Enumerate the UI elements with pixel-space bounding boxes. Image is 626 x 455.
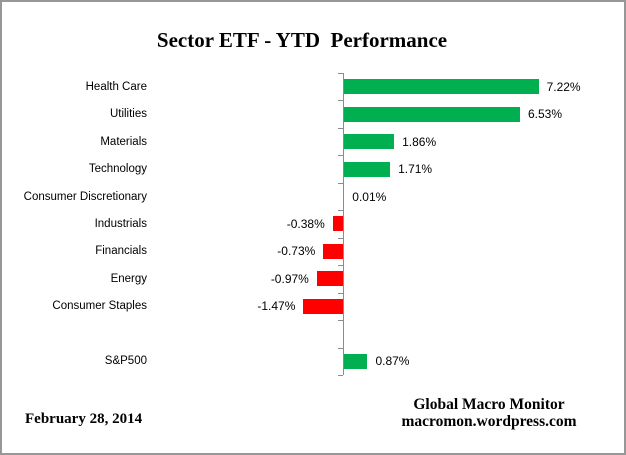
bar — [344, 161, 391, 177]
category-label: Utilities — [109, 108, 147, 121]
category-label: Materials — [100, 135, 147, 148]
category-label: Consumer Staples — [52, 300, 147, 313]
axis-tick — [338, 374, 343, 376]
value-label: -0.38% — [286, 216, 325, 231]
axis-tick — [338, 237, 343, 239]
value-label: 6.53% — [527, 107, 562, 122]
value-label: -0.73% — [277, 244, 316, 259]
axis-line — [343, 73, 344, 375]
credit-block: Global Macro Monitor macromon.wordpress.… — [354, 396, 624, 430]
bar — [344, 106, 520, 122]
axis-tick — [338, 320, 343, 322]
category-label: S&P500 — [104, 355, 147, 368]
bar — [303, 298, 343, 314]
value-label: 7.22% — [546, 79, 581, 94]
axis-tick — [338, 155, 343, 157]
value-label: 1.86% — [402, 134, 437, 149]
date-label: February 28, 2014 — [25, 411, 143, 427]
value-label: 0.01% — [352, 189, 387, 204]
chart-title: Sector ETF - YTD Performance — [156, 28, 448, 52]
credit-line2: macromon.wordpress.com — [401, 413, 577, 430]
axis-tick — [338, 347, 343, 349]
bar — [332, 216, 343, 232]
value-label: 0.87% — [375, 354, 410, 369]
value-label: -1.47% — [257, 299, 296, 314]
axis-tick — [338, 100, 343, 102]
category-label: Health Care — [85, 80, 147, 93]
credit-line1: Global Macro Monitor — [413, 396, 565, 413]
bar — [344, 353, 368, 369]
bar — [344, 79, 539, 95]
axis-tick — [338, 210, 343, 212]
category-label: Financials — [95, 245, 147, 258]
axis-tick — [338, 182, 343, 184]
value-label: -0.97% — [270, 271, 309, 286]
category-label: Industrials — [94, 217, 147, 230]
bar — [323, 243, 343, 259]
category-label: Energy — [110, 272, 147, 285]
axis-tick — [338, 73, 343, 74]
value-label: 1.71% — [398, 162, 433, 177]
category-label: Technology — [88, 163, 147, 176]
bar — [344, 134, 395, 150]
axis-tick — [338, 127, 343, 129]
axis-tick — [338, 265, 343, 267]
category-label: Consumer Discretionary — [23, 190, 147, 203]
axis-tick — [338, 292, 343, 294]
bar — [316, 271, 343, 287]
